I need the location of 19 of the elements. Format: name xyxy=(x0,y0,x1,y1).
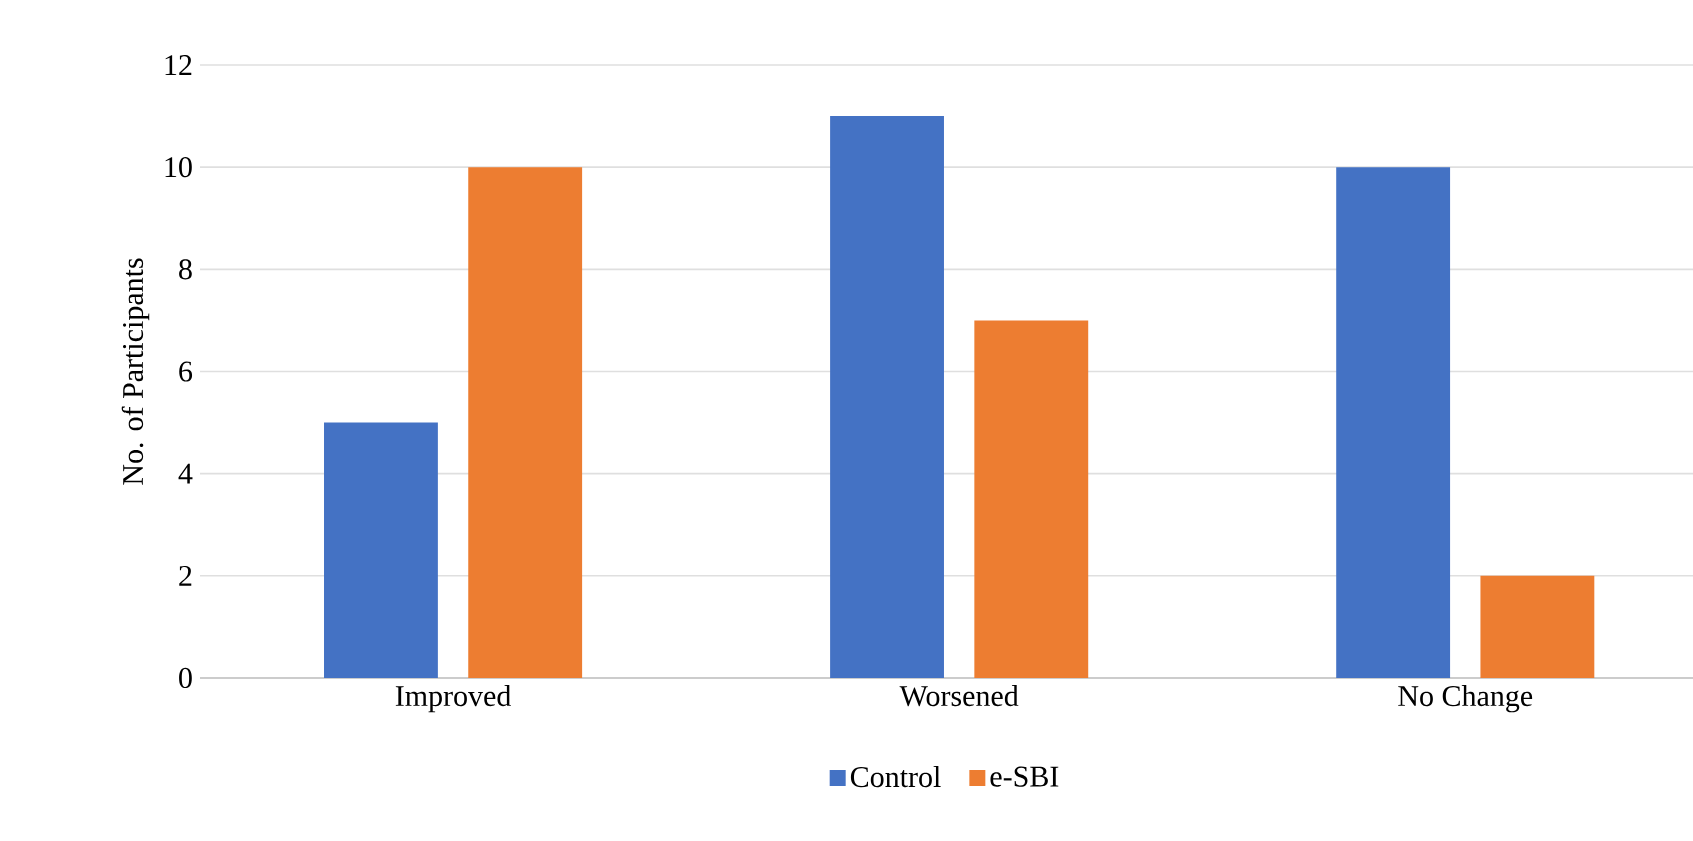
bar xyxy=(324,422,438,678)
x-tick-label: No Change xyxy=(1398,685,1533,713)
y-axis-title: No. of Participants xyxy=(121,258,150,485)
x-tick-label: Improved xyxy=(395,685,511,713)
bar xyxy=(468,167,583,678)
bar xyxy=(1480,575,1595,678)
bar xyxy=(974,320,1089,678)
legend-label: e-SBI xyxy=(990,766,1059,787)
bar xyxy=(1336,167,1451,678)
x-tick-label: Worsened xyxy=(899,685,1019,707)
y-tick-label: 10 xyxy=(165,157,192,178)
legend-label: Control xyxy=(850,766,941,788)
y-tick-label: 2 xyxy=(179,565,192,586)
y-tick-label: 6 xyxy=(179,361,193,382)
y-tick-label: 12 xyxy=(165,55,192,75)
y-tick-label: 0 xyxy=(179,667,192,689)
y-tick-label: 4 xyxy=(178,463,193,484)
y-tick-label: 8 xyxy=(179,259,192,280)
bar xyxy=(830,116,944,678)
